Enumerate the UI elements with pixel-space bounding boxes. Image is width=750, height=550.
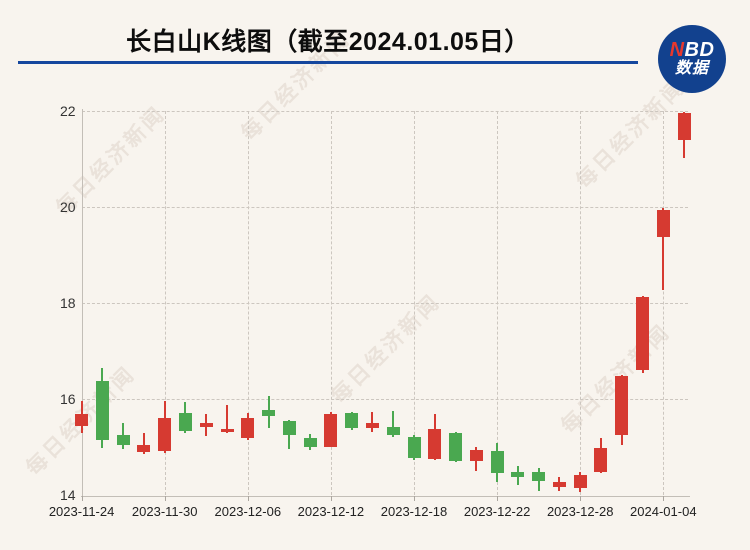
nbd-logo-letters-bd: BD — [684, 39, 715, 62]
y-axis-label: 18 — [60, 295, 76, 311]
candle-body — [386, 426, 400, 435]
title-underline — [18, 61, 638, 64]
y-axis-label: 14 — [60, 487, 76, 503]
x-axis-tick — [330, 496, 332, 501]
x-axis-label: 2023-11-24 — [48, 504, 115, 519]
y-axis-label: 20 — [60, 199, 76, 215]
candle-body — [636, 296, 650, 371]
gridline-horizontal — [81, 207, 688, 208]
candle-body — [594, 447, 608, 472]
candle-body — [677, 113, 691, 140]
candle-body — [656, 209, 670, 238]
candle-body — [345, 413, 359, 428]
candle-wick — [371, 412, 374, 432]
chart-title: 长白山K线图（截至2024.01.05日） — [126, 28, 530, 56]
nbd-logo-subtitle: 数据 — [674, 60, 709, 78]
candle-body — [262, 409, 276, 417]
candle-body — [303, 437, 317, 447]
candle-body — [615, 375, 629, 436]
candle-body — [137, 445, 151, 452]
candle-body — [428, 429, 442, 459]
x-axis-label: 2023-12-12 — [297, 504, 365, 519]
candle-body — [407, 436, 421, 459]
gridline-horizontal — [81, 303, 688, 304]
x-axis-tick — [164, 496, 166, 501]
candle-wick — [662, 207, 665, 290]
x-axis-tick — [580, 496, 582, 501]
candle-body — [75, 414, 89, 427]
x-axis-tick — [497, 496, 499, 501]
candle-body — [449, 433, 463, 462]
x-axis-label: 2023-12-28 — [546, 504, 614, 519]
gridline-horizontal — [81, 111, 688, 112]
gridline-vertical — [330, 111, 332, 495]
x-axis-line — [80, 495, 690, 497]
candle-body — [324, 414, 338, 447]
candle-wick — [142, 432, 145, 455]
y-axis-label: 22 — [60, 103, 76, 119]
x-axis-label: 2023-12-22 — [463, 504, 531, 519]
x-axis-label: 2024-01-04 — [630, 504, 697, 519]
gridline-vertical — [414, 111, 415, 495]
candle-body — [158, 418, 172, 451]
gridline-horizontal — [81, 399, 688, 400]
gridline-vertical — [164, 111, 166, 495]
y-axis-line — [81, 109, 83, 496]
candle-body — [95, 380, 109, 440]
candle-body — [511, 471, 525, 477]
candle-body — [220, 428, 234, 433]
candle-body — [282, 421, 296, 435]
x-axis-tick — [247, 496, 249, 501]
candle-body — [365, 423, 379, 428]
nbd-logo: NBD 数据 — [658, 25, 726, 93]
gridline-vertical — [663, 111, 665, 495]
candle-wick — [392, 411, 395, 437]
x-axis-tick — [414, 496, 415, 501]
candle-body — [199, 422, 213, 428]
y-axis-label: 16 — [60, 391, 76, 407]
candle-body — [573, 475, 587, 489]
candle-wick — [226, 405, 229, 434]
candle-body — [178, 412, 192, 431]
nbd-logo-letter-n: N — [669, 39, 685, 62]
candle-body — [116, 435, 130, 446]
x-axis-label: 2023-11-30 — [131, 504, 198, 519]
candle-body — [241, 417, 255, 438]
x-axis-tick — [663, 496, 665, 501]
candle-body — [490, 450, 504, 474]
x-axis-tick — [81, 496, 83, 501]
gridline-vertical — [580, 111, 582, 495]
nbd-logo-brand: NBD — [670, 40, 715, 61]
x-axis-label: 2023-12-06 — [214, 504, 282, 519]
x-axis-label: 2023-12-18 — [380, 504, 448, 519]
gridline-vertical — [247, 111, 249, 495]
candle-body — [532, 471, 546, 481]
candle-body — [469, 449, 483, 462]
gridline-vertical — [497, 111, 499, 495]
candle-body — [552, 481, 566, 488]
